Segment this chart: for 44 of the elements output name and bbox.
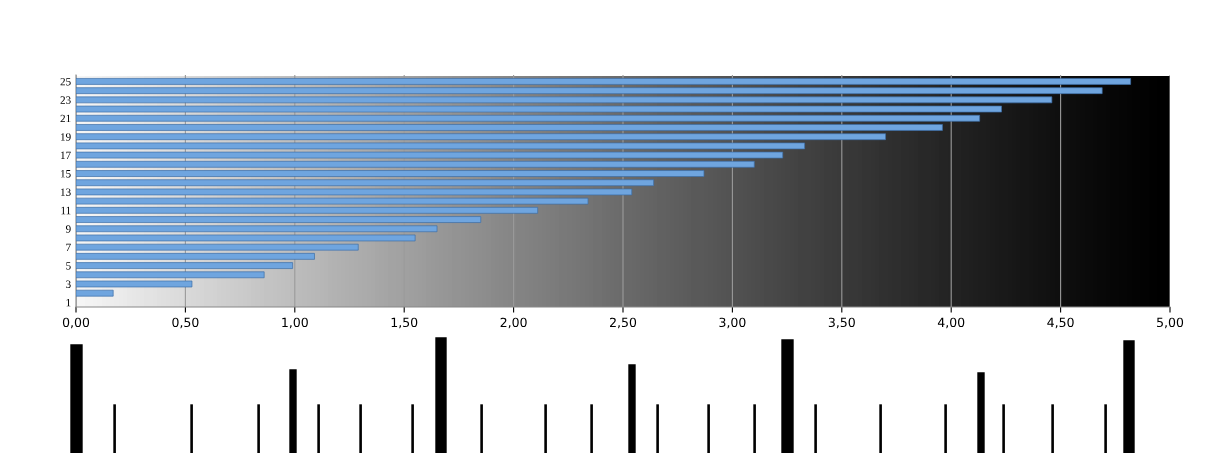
- x-tick-label: 0,50: [172, 317, 199, 329]
- bar: [76, 87, 1103, 94]
- y-tick-label: 5: [66, 262, 71, 270]
- bar: [76, 114, 980, 122]
- bar: [76, 206, 539, 214]
- x-tick-label: 5,00: [1157, 317, 1184, 329]
- bar: [76, 78, 1131, 85]
- y-tick-label: 7: [66, 243, 71, 252]
- y-tick-label: 21: [60, 114, 71, 123]
- bar: [76, 105, 1002, 113]
- y-tick-label: 11: [61, 206, 71, 215]
- bar: [76, 133, 886, 141]
- bar: [76, 253, 315, 260]
- bar: [76, 262, 293, 269]
- y-tick-label: 3: [66, 280, 71, 288]
- bar: [76, 289, 114, 297]
- bar: [76, 124, 943, 131]
- x-tick-label: 1,50: [391, 317, 418, 329]
- y-tick-label: 23: [60, 96, 71, 104]
- y-tick-label: 13: [61, 188, 71, 196]
- x-tick-label: 2,50: [610, 317, 637, 329]
- x-tick-label: 2,00: [500, 317, 527, 329]
- y-tick-label: 17: [61, 151, 71, 159]
- x-tick-label: 4,50: [1047, 317, 1074, 329]
- y-tick-label: 15: [61, 170, 71, 178]
- bar: [76, 280, 193, 288]
- y-tick-label: 9: [65, 225, 71, 233]
- x-tick-label: 4,00: [937, 317, 965, 329]
- bar: [76, 160, 755, 168]
- y-tick-label: 25: [60, 77, 71, 86]
- x-tick-label: 3,00: [719, 317, 746, 329]
- bar: [76, 96, 1053, 104]
- bar: [76, 216, 482, 223]
- x-tick-label: 3,50: [828, 317, 855, 329]
- bar: [76, 271, 265, 279]
- y-tick-label: 1: [66, 298, 71, 307]
- x-tick-label: 0,00: [62, 317, 90, 329]
- bar: [76, 243, 359, 251]
- y-tick-label: 19: [61, 133, 71, 141]
- bar: [76, 225, 438, 233]
- bar: [76, 234, 416, 242]
- bar: [76, 170, 705, 177]
- bar: [76, 179, 654, 187]
- x-tick-label: 1,00: [282, 317, 308, 329]
